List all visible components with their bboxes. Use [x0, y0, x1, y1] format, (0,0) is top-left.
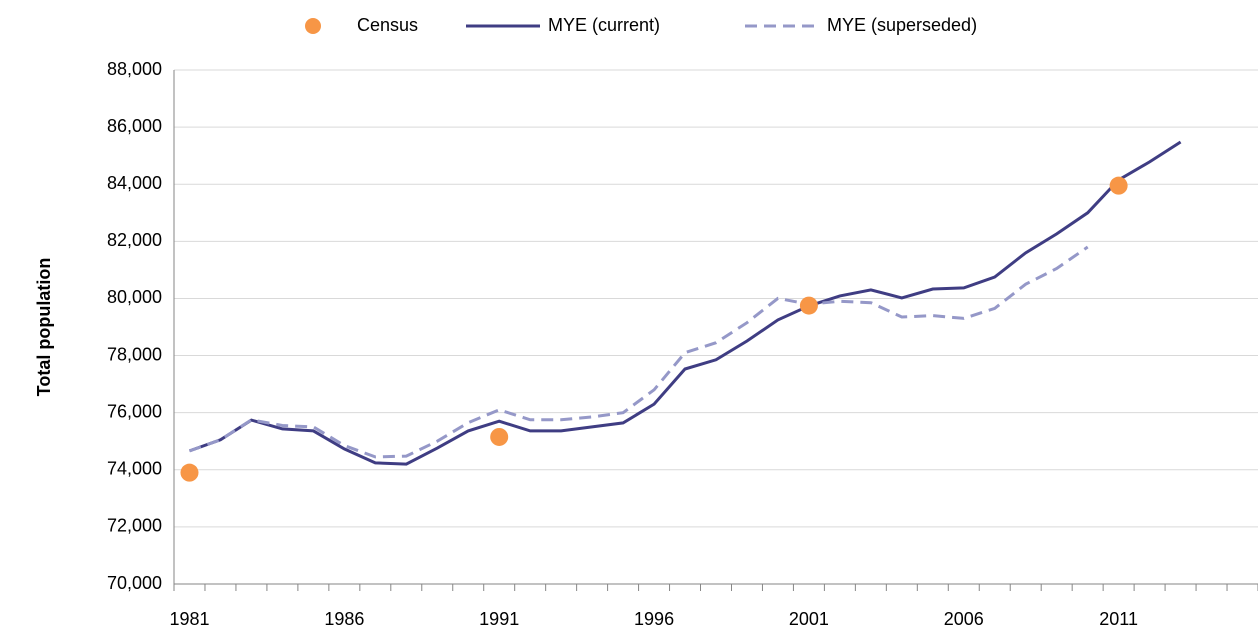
- census-point: [1109, 176, 1128, 195]
- y-tick-label: 70,000: [107, 573, 162, 593]
- y-tick-label: 84,000: [107, 173, 162, 193]
- census-point: [490, 427, 509, 446]
- census-point: [180, 463, 199, 482]
- y-tick-label: 82,000: [107, 230, 162, 250]
- legend-label: Census: [357, 15, 418, 35]
- legend-label: MYE (current): [548, 15, 660, 35]
- x-tick-label: 2006: [944, 609, 984, 629]
- x-tick-label: 2011: [1099, 609, 1138, 629]
- census-point: [799, 296, 818, 315]
- legend-label: MYE (superseded): [827, 15, 977, 35]
- y-axis-label: Total population: [34, 258, 54, 397]
- y-tick-label: 72,000: [107, 516, 162, 536]
- x-tick-label: 2001: [789, 609, 829, 629]
- y-tick-label: 80,000: [107, 287, 162, 307]
- series-line: [188, 140, 1182, 466]
- series-line: [188, 245, 1089, 459]
- legend-marker: [305, 18, 321, 34]
- y-tick-label: 76,000: [107, 401, 162, 421]
- x-tick-label: 1996: [634, 609, 674, 629]
- y-tick-label: 86,000: [107, 116, 162, 136]
- x-tick-label: 1981: [169, 609, 209, 629]
- y-tick-label: 88,000: [107, 59, 162, 79]
- x-tick-label: 1986: [324, 609, 364, 629]
- x-tick-label: 1991: [479, 609, 519, 629]
- y-tick-label: 74,000: [107, 459, 162, 479]
- y-tick-label: 78,000: [107, 344, 162, 364]
